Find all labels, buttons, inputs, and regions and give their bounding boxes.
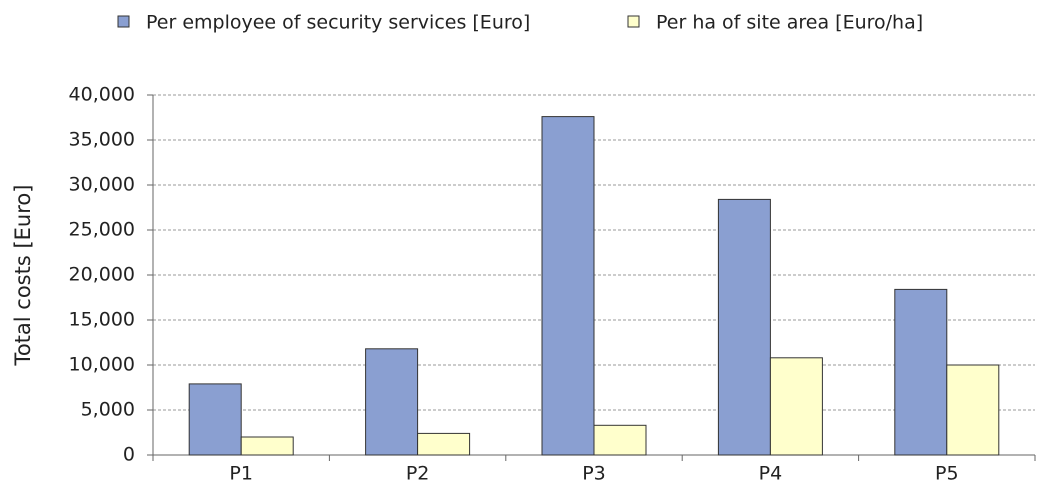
bar (365, 348, 419, 456)
bar (894, 288, 948, 456)
legend-label: Per ha of site area [Euro/ha] (656, 12, 923, 34)
bar (769, 357, 823, 456)
bar (593, 424, 647, 456)
y-tick-label: 10,000 (69, 354, 135, 376)
x-tick-label: P1 (229, 463, 253, 485)
y-tick-label: 30,000 (69, 174, 135, 196)
legend-label: Per employee of security services [Euro] (146, 12, 530, 34)
legend-swatch (627, 15, 640, 28)
bar (946, 364, 1000, 456)
x-tick-label: P5 (935, 463, 959, 485)
bar (717, 198, 771, 456)
y-tick-label: 20,000 (69, 264, 135, 286)
bar (240, 436, 294, 456)
y-tick-label: 35,000 (69, 129, 135, 151)
bar (417, 432, 471, 456)
y-axis-label: Total costs [Euro] (11, 185, 35, 367)
y-tick-label: 0 (123, 444, 135, 466)
x-tick-label: P2 (406, 463, 430, 485)
x-tick-label: P4 (759, 463, 783, 485)
legend-swatch (117, 15, 130, 28)
y-tick-label: 25,000 (69, 219, 135, 241)
bar (541, 116, 595, 456)
y-tick-label: 5,000 (81, 399, 135, 421)
bar (188, 383, 242, 456)
y-tick-label: 15,000 (69, 309, 135, 331)
y-tick-label: 40,000 (69, 84, 135, 106)
x-tick-label: P3 (582, 463, 606, 485)
